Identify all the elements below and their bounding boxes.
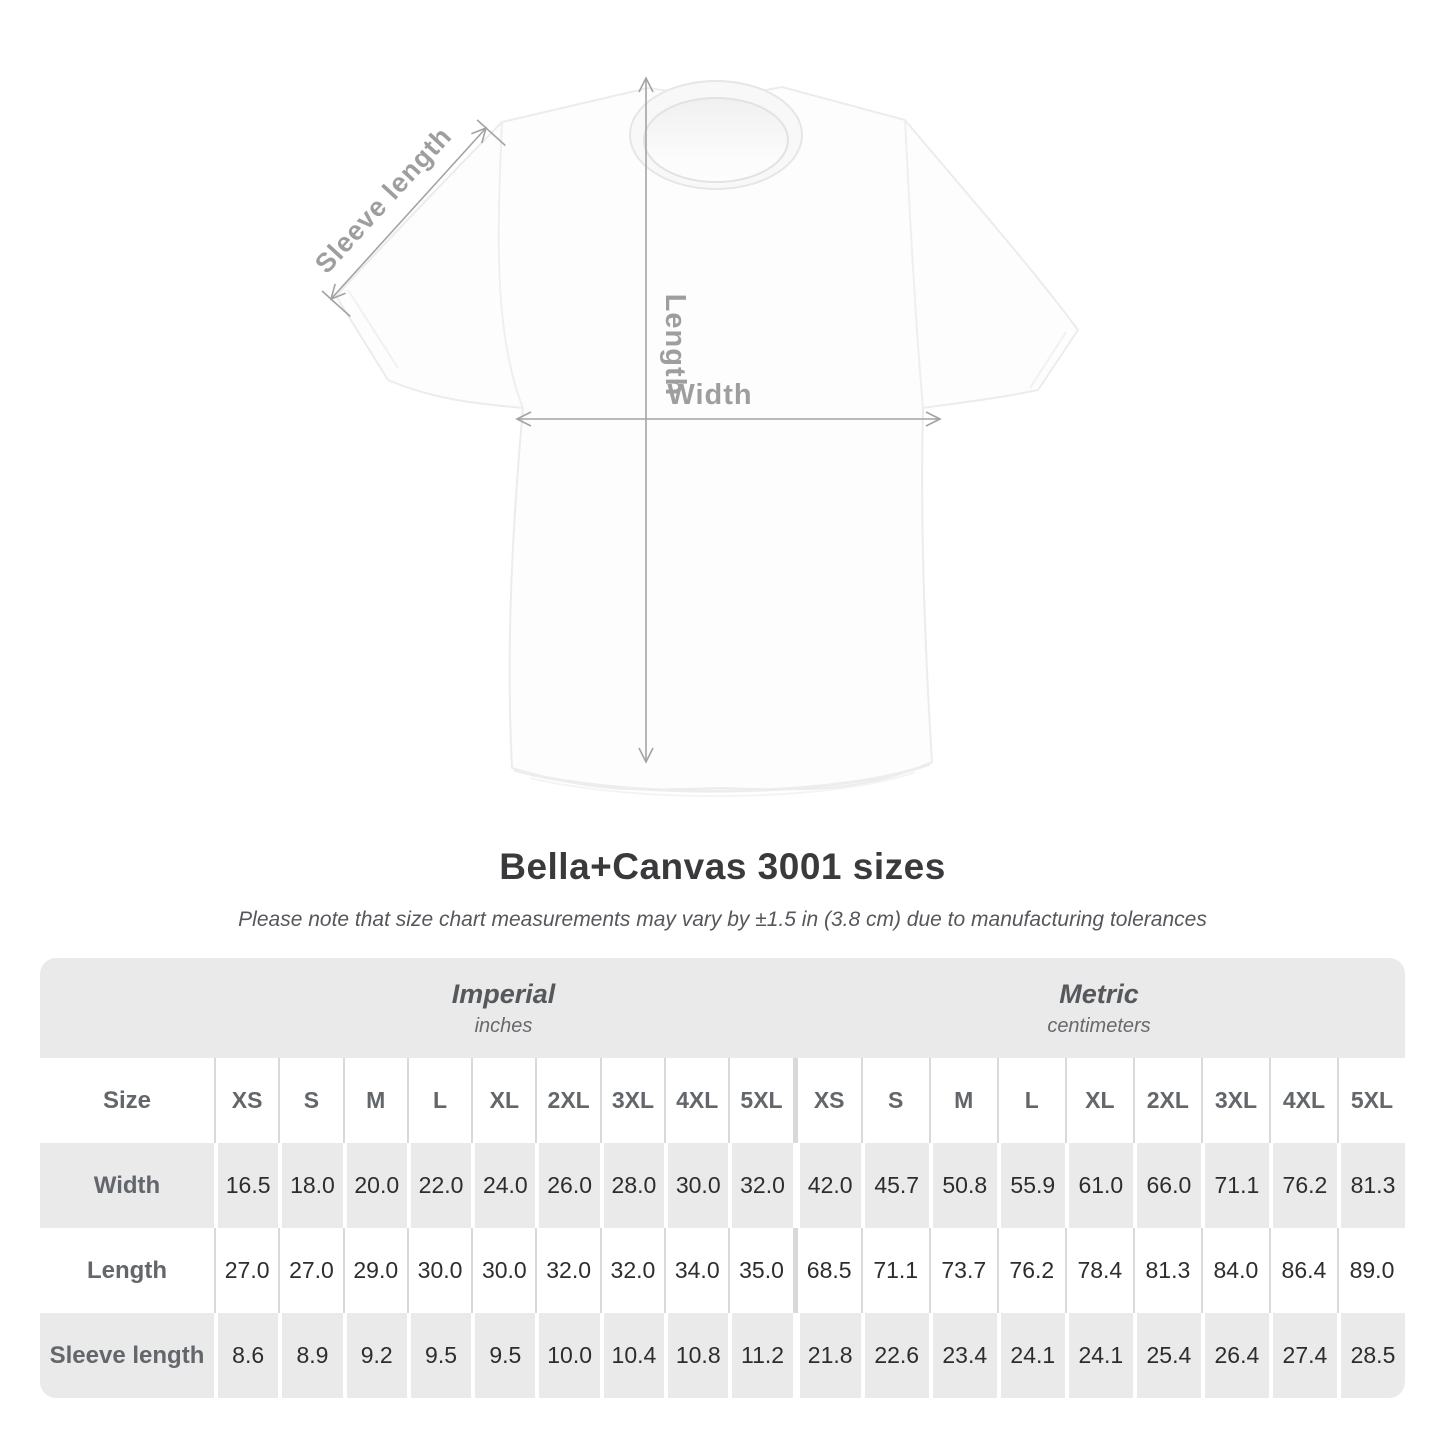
cell-value: 27.0 (278, 1228, 342, 1313)
length-arrow (638, 76, 654, 764)
cell-value: 30.0 (471, 1228, 535, 1313)
width-label: Width (667, 379, 752, 411)
cell-value: 26.0 (535, 1143, 600, 1228)
tolerance-note: Please note that size chart measurements… (238, 908, 1207, 931)
width-row: Width 16.5 18.0 20.0 22.0 24.0 26.0 28.0… (40, 1143, 1405, 1228)
cell-value: 28.0 (599, 1143, 665, 1228)
cell-value: 26.4 (1200, 1313, 1269, 1398)
cell-value: 89.0 (1336, 1228, 1405, 1313)
cell-value: 9.5 (406, 1313, 472, 1398)
size-col-header: L (406, 1058, 471, 1143)
cell-value: 81.3 (1132, 1228, 1201, 1313)
cell-value: 28.5 (1336, 1313, 1405, 1398)
imperial-group-header: Imperial inches (214, 958, 793, 1058)
size-col-header: 3XL (1200, 1058, 1269, 1143)
length-row: Length 27.0 27.0 29.0 30.0 30.0 32.0 32.… (40, 1228, 1405, 1313)
cell-value: 8.6 (214, 1313, 279, 1398)
tshirt-graphic (335, 80, 1079, 798)
unit-band: Imperial inches Metric centimeters (40, 958, 1405, 1058)
cell-value: 16.5 (214, 1143, 279, 1228)
width-arrow (515, 411, 942, 427)
metric-group-header: Metric centimeters (793, 958, 1405, 1058)
cell-value: 30.0 (664, 1143, 729, 1228)
cell-value: 10.8 (664, 1313, 729, 1398)
cell-value: 76.2 (1268, 1143, 1337, 1228)
cell-value: 73.7 (928, 1228, 997, 1313)
row-label: Length (87, 1256, 167, 1284)
size-col-header: 5XL (1336, 1058, 1405, 1143)
cell-value: 24.0 (471, 1143, 536, 1228)
cell-value: 9.2 (342, 1313, 407, 1398)
size-col-header: S (860, 1058, 929, 1143)
size-column-label: Size (102, 1086, 152, 1114)
size-chart-table: Imperial inches Metric centimeters Size … (40, 958, 1405, 1398)
size-col-header: 4XL (664, 1058, 728, 1143)
length-label: Length (659, 294, 691, 397)
imperial-group-unit: inches (474, 1014, 533, 1037)
size-col-header: XL (471, 1058, 535, 1143)
size-col-header: 2XL (535, 1058, 599, 1143)
size-col-header: M (342, 1058, 407, 1143)
cell-value: 11.2 (728, 1313, 793, 1398)
imperial-group-name: Imperial (451, 978, 556, 1009)
cell-value: 86.4 (1268, 1228, 1337, 1313)
cell-value: 18.0 (278, 1143, 343, 1228)
cell-value: 81.3 (1336, 1143, 1405, 1228)
cell-value: 20.0 (342, 1143, 407, 1228)
size-col-header: 4XL (1268, 1058, 1337, 1143)
size-col-header: XS (214, 1058, 278, 1143)
row-label: Width (40, 1143, 214, 1228)
cell-value: 34.0 (664, 1228, 728, 1313)
sleeve-length-arrow (321, 119, 506, 318)
cell-value: 35.0 (728, 1228, 792, 1313)
cell-value: 68.5 (792, 1228, 861, 1313)
cell-value: 71.1 (1200, 1143, 1269, 1228)
size-col-header: XS (792, 1058, 861, 1143)
metric-group-unit: centimeters (1047, 1014, 1151, 1037)
cell-value: 32.0 (535, 1228, 599, 1313)
size-col-header: 5XL (728, 1058, 792, 1143)
size-col-header: 2XL (1132, 1058, 1201, 1143)
cell-value: 84.0 (1200, 1228, 1269, 1313)
sleeve-length-row: Sleeve length 8.6 8.9 9.2 9.5 9.5 10.0 1… (40, 1313, 1405, 1398)
cell-value: 50.8 (928, 1143, 997, 1228)
size-col-header: S (278, 1058, 342, 1143)
cell-value: 27.4 (1268, 1313, 1337, 1398)
cell-value: 27.0 (214, 1228, 278, 1313)
cell-value: 10.0 (535, 1313, 600, 1398)
cell-value: 29.0 (342, 1228, 407, 1313)
size-col-header: M (928, 1058, 997, 1143)
cell-value: 23.4 (928, 1313, 997, 1398)
cell-value: 32.0 (728, 1143, 793, 1228)
cell-value: 8.9 (278, 1313, 343, 1398)
cell-value: 66.0 (1132, 1143, 1201, 1228)
cell-value: 21.8 (792, 1313, 861, 1398)
cell-value: 42.0 (792, 1143, 861, 1228)
size-col-header: XL (1064, 1058, 1133, 1143)
cell-value: 24.1 (996, 1313, 1065, 1398)
size-header-row: Size XS S M L XL 2XL 3XL 4XL 5XL XS S M … (40, 1058, 1405, 1143)
cell-value: 45.7 (860, 1143, 929, 1228)
cell-value: 24.1 (1064, 1313, 1133, 1398)
cell-value: 71.1 (860, 1228, 929, 1313)
cell-value: 22.6 (860, 1313, 929, 1398)
cell-value: 55.9 (996, 1143, 1065, 1228)
size-col-header: 3XL (599, 1058, 664, 1143)
cell-value: 61.0 (1064, 1143, 1133, 1228)
page-title: Bella+Canvas 3001 sizes (499, 846, 946, 887)
cell-value: 10.4 (599, 1313, 665, 1398)
cell-value: 78.4 (1064, 1228, 1133, 1313)
row-label: Sleeve length (40, 1313, 214, 1398)
cell-value: 9.5 (471, 1313, 536, 1398)
size-col-header: L (996, 1058, 1065, 1143)
cell-value: 30.0 (406, 1228, 471, 1313)
unit-band-spacer (40, 958, 214, 1058)
cell-value: 76.2 (996, 1228, 1065, 1313)
tshirt-measurement-diagram: Sleeve length Length Width (309, 76, 1079, 798)
cell-value: 22.0 (406, 1143, 472, 1228)
cell-value: 25.4 (1132, 1313, 1201, 1398)
metric-group-name: Metric (1059, 978, 1139, 1009)
cell-value: 32.0 (599, 1228, 664, 1313)
